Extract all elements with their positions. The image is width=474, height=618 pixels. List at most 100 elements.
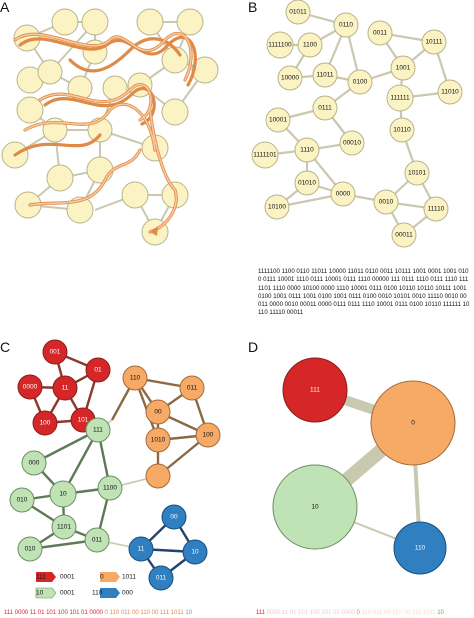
- b-node-label: 1111100: [268, 42, 292, 49]
- legend-post-2: 0001: [60, 590, 75, 597]
- c-node-5: [52, 375, 78, 401]
- c-node-label: 1010: [151, 437, 166, 444]
- b-node-23: [423, 196, 449, 222]
- panel-a-graph: [1, 8, 219, 246]
- panel-label-c: C: [0, 339, 10, 355]
- seq-c-4: 101: [46, 610, 57, 616]
- b-node-label: 0111: [318, 105, 332, 112]
- c-node-6: [145, 399, 171, 425]
- b-node-label: 10111: [425, 39, 442, 46]
- b-node-22: [373, 189, 399, 215]
- d-node-111: [282, 357, 348, 423]
- b-node-12: [312, 95, 338, 121]
- d-node-110: [393, 521, 447, 575]
- b-node-label: 111111: [390, 95, 410, 102]
- b-node-7: [277, 65, 303, 91]
- c-node-2: [122, 365, 148, 391]
- c-node-label: 011: [156, 575, 167, 582]
- d-node-label: 10: [311, 504, 319, 511]
- c-node-label: 10: [59, 491, 67, 498]
- c-node-8: [32, 410, 58, 436]
- panel-label-b: B: [248, 0, 257, 15]
- b-node-20: [330, 181, 356, 207]
- c-node-9: [145, 427, 171, 453]
- b-node-label: 00011: [395, 232, 413, 239]
- c-node-3: [179, 375, 205, 401]
- b-node-label: 1111101: [253, 152, 277, 159]
- b-node-label: 0100: [353, 79, 368, 86]
- b-node-4: [266, 31, 294, 59]
- b-node-label: 10101: [408, 170, 426, 177]
- c-node-12: [21, 450, 47, 476]
- seq-c-2: 11: [29, 610, 37, 616]
- d-node-0: [370, 380, 456, 466]
- d-node-label: 110: [415, 545, 426, 552]
- panel-label-a: A: [0, 0, 10, 15]
- legend-pre-0: 111: [36, 574, 46, 581]
- c-node-label: 111: [93, 427, 103, 434]
- c-node-4: [17, 374, 43, 400]
- b-node-15: [389, 117, 415, 143]
- seq-c-6: 101: [69, 610, 80, 616]
- c-node-label: 11: [138, 546, 145, 553]
- seq-c-17: 10: [185, 610, 193, 616]
- c-node-11b: [145, 463, 171, 489]
- seq-c-9: 0: [104, 610, 108, 616]
- b-node-label: 1110: [300, 147, 314, 154]
- b-node-label: 10000: [281, 75, 299, 82]
- panel-label-d: D: [248, 339, 258, 355]
- b-node-24: [391, 222, 417, 248]
- b-node-0: [285, 0, 311, 25]
- b-node-8: [312, 62, 338, 88]
- b-node-label: 0110: [339, 22, 353, 29]
- b-node-1: [333, 12, 359, 38]
- seq-c-12: 00: [132, 610, 139, 616]
- b-node-16: [294, 137, 320, 163]
- legend-pre-3: 110: [92, 590, 103, 597]
- seq-c-11: 011: [120, 610, 131, 616]
- c-node-label: 01: [94, 367, 102, 374]
- c-node-21: [182, 539, 208, 565]
- b-node-5: [297, 32, 323, 58]
- legend-post-3: 000: [122, 590, 133, 597]
- b-node-label: 00010: [343, 140, 361, 147]
- panel-d-graph: 111 0 10 110: [272, 357, 456, 575]
- c-node-label: 010: [17, 497, 28, 504]
- seq-c-7: 01: [81, 610, 88, 616]
- d-node-10: [272, 464, 358, 550]
- c-node-label: 10: [191, 549, 199, 556]
- seq-d-2: 0: [356, 610, 360, 616]
- d-node-label: 0: [411, 420, 415, 427]
- b-node-17: [251, 141, 279, 169]
- c-node-14: [9, 487, 35, 513]
- c-node-22: [148, 565, 174, 591]
- c-node-label: 010: [25, 546, 36, 553]
- b-node-3: [421, 29, 447, 55]
- seq-c-0: 111: [4, 610, 14, 616]
- b-node-label: 10100: [268, 204, 286, 211]
- c-node-label: 11: [62, 385, 69, 392]
- panel-c-graph: 001 01 110 011 0000 11 00 101 100 1010 1…: [9, 339, 221, 599]
- seq-c-5: 100: [57, 610, 68, 616]
- seq-c-3: 01: [37, 610, 45, 616]
- seq-d-3: 110 011 00 110 00 111 1011: [361, 610, 436, 616]
- seq-c-13: 110: [140, 610, 150, 616]
- c-node-19: [161, 504, 187, 530]
- seq-c-15: 111: [160, 610, 170, 616]
- c-node-1: [85, 357, 111, 383]
- b-node-label: 0010: [379, 199, 394, 206]
- b-node-label: 11010: [441, 89, 459, 96]
- c-node-label: 1101: [57, 524, 71, 531]
- b-node-18: [294, 170, 320, 196]
- c-node-label: 1100: [103, 485, 117, 492]
- legend-post-1: 1011: [122, 574, 136, 581]
- seq-d-4: 10: [437, 610, 444, 616]
- b-node-11: [437, 79, 463, 105]
- c-node-20: [128, 536, 154, 562]
- seq-d-1: 0000 11 01 101 100 101 01 0000: [266, 610, 355, 616]
- seq-c-1: 0000: [14, 610, 29, 616]
- c-node-15: [49, 480, 77, 508]
- seq-c-14: 00: [151, 610, 159, 616]
- b-node-label: 0000: [336, 191, 351, 198]
- b-node-label: 01010: [298, 180, 316, 187]
